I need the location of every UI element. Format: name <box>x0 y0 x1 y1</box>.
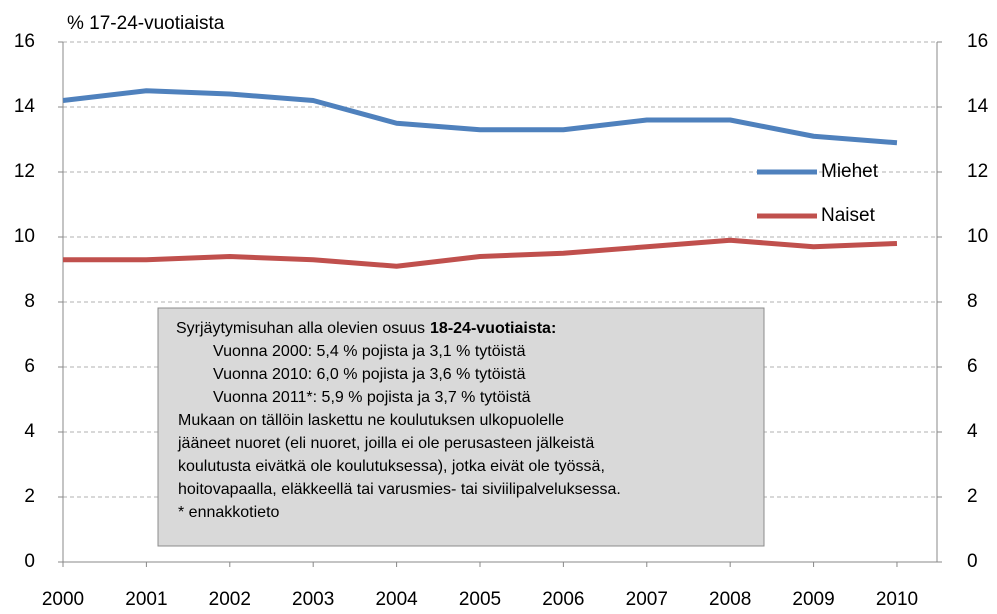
y2-tick-label: 6 <box>967 356 978 377</box>
annotation-line: * ennakkotieto <box>178 504 280 521</box>
annotation-line: hoitovapaalla, eläkkeellä tai varusmies-… <box>178 481 621 498</box>
y-tick-label: 14 <box>14 96 36 117</box>
x-tick-label: 2005 <box>459 589 501 610</box>
annotation-line: koulutusta eivätkä ole koulutuksessa), j… <box>178 458 605 475</box>
y-tick-label: 10 <box>14 226 35 247</box>
x-tick-label: 2008 <box>709 589 751 610</box>
y-tick-label: 2 <box>24 486 35 507</box>
annotation-line: jääneet nuoret (eli nuoret, joilla ei ol… <box>177 435 594 452</box>
x-tick-label: 2009 <box>792 589 834 610</box>
y2-tick-label: 8 <box>967 291 978 312</box>
annotation-box <box>157 307 765 547</box>
x-tick-label: 2004 <box>375 589 418 610</box>
annotation-text: Syrjäytymisuhan alla olevien osuus <box>176 320 425 337</box>
x-tick-label: 2001 <box>125 589 167 610</box>
x-tick-label: 2003 <box>292 589 334 610</box>
x-tick-label: 2010 <box>876 589 918 610</box>
legend-label: Naiset <box>821 205 876 226</box>
annotation-item: Vuonna 2010: 6,0 % pojista ja 3,6 % tytö… <box>213 366 526 383</box>
y-tick-label: 0 <box>24 551 35 572</box>
y2-tick-label: 16 <box>967 31 988 52</box>
y2-tick-label: 4 <box>967 421 978 442</box>
annotation-item: Vuonna 2011*: 5,9 % pojista ja 3,7 % tyt… <box>213 389 531 406</box>
x-tick-label: 2002 <box>209 589 251 610</box>
series-line <box>63 237 898 269</box>
y2-tick-label: 14 <box>967 96 989 117</box>
y2-tick-label: 12 <box>967 161 988 182</box>
y-tick-label: 6 <box>24 356 35 377</box>
y-tick-label: 4 <box>24 421 35 442</box>
y2-tick-label: 0 <box>967 551 978 572</box>
x-tick-label: 2000 <box>42 589 84 610</box>
legend-label: Miehet <box>821 161 879 182</box>
y-tick-label: 8 <box>24 291 35 312</box>
annotation-bold: 18-24-vuotiaista: <box>430 320 556 337</box>
x-tick-label: 2006 <box>542 589 584 610</box>
y-tick-label: 16 <box>14 31 35 52</box>
annotation-item: Vuonna 2000: 5,4 % pojista ja 3,1 % tytö… <box>213 343 526 360</box>
y2-tick-label: 10 <box>967 226 988 247</box>
y-tick-label: 12 <box>14 161 35 182</box>
annotation-line: Mukaan on tällöin laskettu ne koulutukse… <box>178 412 564 429</box>
series-line <box>62 88 898 146</box>
annotation-heading: Syrjäytymisuhan alla olevien osuus 18-24-… <box>176 320 556 337</box>
y2-tick-label: 2 <box>967 486 978 507</box>
y-axis-label: % 17-24-vuotiaista <box>67 13 225 34</box>
x-tick-label: 2007 <box>626 589 668 610</box>
